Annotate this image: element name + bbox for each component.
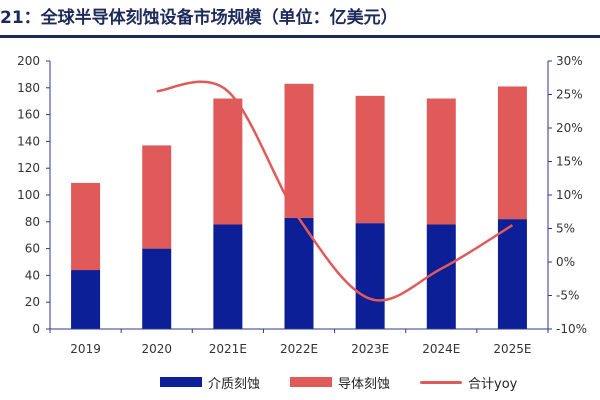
x-tick-label: 2020: [141, 342, 172, 356]
legend-swatch-conductor: [290, 377, 332, 387]
left-tick-label: 80: [25, 215, 40, 229]
right-tick-label: -5%: [556, 289, 579, 303]
x-tick-label: 2019: [70, 342, 101, 356]
chart-area: 0 20 40 60 80 100 120 140 160 180 200 -10% -5% 0% 5% 1…: [17, 54, 587, 356]
right-tick-label: 15%: [556, 155, 583, 169]
bar-conductor: [213, 98, 243, 225]
bar-dielectric: [497, 219, 527, 329]
left-tick-label: 100: [17, 188, 40, 202]
yoy-line: [156, 80, 514, 302]
bar-conductor: [71, 182, 101, 271]
bar-conductor: [355, 95, 385, 224]
bar-dielectric: [355, 223, 385, 329]
legend-swatch-dielectric: [160, 377, 202, 387]
x-axis: 2019 2020 2021E 2022E 2023E 2024E 2025E: [49, 328, 549, 356]
right-tick-label: -10%: [556, 322, 587, 336]
bar-dielectric: [284, 217, 314, 329]
right-tick-label: 30%: [556, 54, 583, 68]
x-tick-label: 2021E: [209, 342, 247, 356]
legend-item-conductor: 导体刻蚀: [290, 372, 390, 392]
right-axis: -10% -5% 0% 5% 10% 15% 20% 25% 30%: [547, 54, 587, 336]
right-tick-label: 0%: [556, 255, 575, 269]
left-axis: 0 20 40 60 80 100 120 140 160 180 200: [17, 54, 51, 336]
left-tick-label: 0: [32, 322, 40, 336]
left-tick-label: 20: [25, 295, 40, 309]
bar-dielectric: [213, 224, 243, 329]
bar-dielectric: [142, 248, 172, 329]
x-tick-label: 2024E: [422, 342, 460, 356]
legend-label: 介质刻蚀: [208, 376, 261, 392]
legend: 介质刻蚀 导体刻蚀 合计yoy: [0, 372, 600, 392]
bar-dielectric: [426, 224, 456, 329]
legend-label: 合计yoy: [468, 376, 518, 392]
left-tick-label: 140: [17, 134, 40, 148]
right-tick-label: 25%: [556, 88, 583, 102]
chart-title: 21：全球半导体刻蚀设备市场规模（单位：亿美元）: [0, 8, 398, 28]
bar-dielectric: [71, 270, 101, 329]
left-tick-label: 60: [25, 242, 40, 256]
bar-conductor: [142, 145, 172, 249]
legend-item-yoy: 合计yoy: [420, 372, 517, 392]
bar-conductor: [426, 98, 456, 225]
left-tick-label: 180: [17, 81, 40, 95]
title-underline: [0, 35, 600, 38]
x-tick-label: 2023E: [351, 342, 389, 356]
left-tick-label: 200: [17, 54, 40, 68]
legend-label: 导体刻蚀: [338, 376, 391, 392]
x-tick-label: 2025E: [493, 342, 531, 356]
bar-conductor: [497, 86, 527, 220]
legend-swatch-yoy: [420, 380, 462, 384]
legend-item-dielectric: 介质刻蚀: [160, 372, 260, 392]
left-tick-label: 40: [25, 268, 40, 282]
left-tick-label: 120: [17, 161, 40, 175]
bar-conductor: [284, 83, 314, 218]
left-tick-label: 160: [17, 108, 40, 122]
yoy-line-series: [156, 80, 514, 302]
right-tick-label: 5%: [556, 222, 575, 236]
x-tick-label: 2022E: [280, 342, 318, 356]
bar-series: [71, 83, 527, 329]
right-tick-label: 20%: [556, 121, 583, 135]
right-tick-label: 10%: [556, 188, 583, 202]
